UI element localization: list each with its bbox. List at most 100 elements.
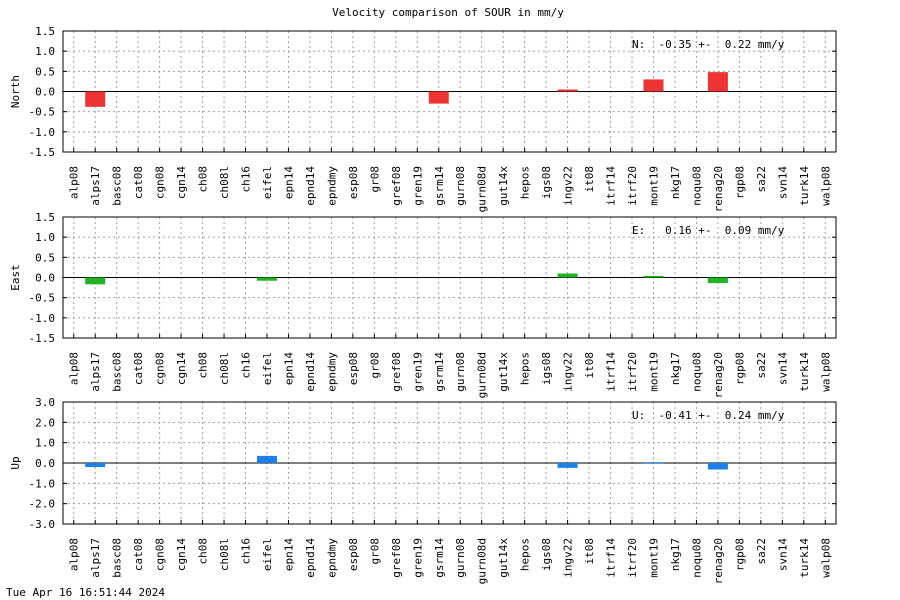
x-tick-label: svn14 [776,352,789,385]
x-tick-label: itrf20 [626,166,639,206]
x-tick-label: mont19 [647,352,660,392]
x-tick-label: hepos [519,166,532,199]
y-tick-label: -0.5 [29,292,56,305]
x-tick-label: mont19 [647,538,660,578]
x-tick-label: cgn14 [175,538,188,571]
x-tick-label: epndmy [325,352,338,392]
x-tick-label: gurn08d [476,166,489,212]
bar-renag20 [707,72,728,92]
x-tick-label: basc08 [111,166,124,206]
x-tick-label: gref08 [390,352,403,392]
x-tick-label: noqu08 [690,352,703,392]
x-tick-label: nkg17 [669,166,682,199]
y-tick-label: -2.0 [29,498,56,511]
x-tick-label: nkg17 [669,538,682,571]
x-tick-label: gurn08d [476,352,489,398]
x-tick-label: gurn08d [476,538,489,584]
x-tick-label: igs08 [540,166,553,199]
x-tick-label: esp08 [347,166,360,199]
x-tick-label: alps17 [89,538,102,578]
x-tick-label: basc08 [111,538,124,578]
x-tick-label: ch08l [218,166,231,199]
bar-alps17 [85,277,106,285]
x-tick-label: walp08 [819,538,832,578]
bar-ingv22 [557,463,578,468]
x-tick-label: itrf20 [626,352,639,392]
x-tick-label: ch08 [197,538,210,565]
x-tick-label: ch08l [218,352,231,385]
plot-frame [62,30,837,153]
bar-renag20 [707,463,728,470]
x-tick-label: ch16 [240,352,253,379]
x-tick-label: epn14 [282,538,295,571]
x-tick-label: gref08 [390,538,403,578]
bar-mont19 [643,275,664,278]
x-tick-label: ch08l [218,538,231,571]
x-tick-label: gref08 [390,166,403,206]
x-tick-label: epndmy [325,166,338,206]
x-tick-label: gren19 [411,538,424,578]
x-tick-label: hepos [519,538,532,571]
timestamp-footer: Tue Apr 16 16:51:44 2024 [6,586,165,599]
y-tick-label: -0.5 [29,106,56,119]
x-tick-label: alps17 [89,166,102,206]
y-tick-label: 2.0 [35,416,55,429]
x-tick-label: gren19 [411,352,424,392]
x-tick-label: rgp08 [733,538,746,571]
bar-eifel [256,455,277,463]
x-tick-label: turk14 [798,166,811,206]
x-tick-label: igs08 [540,538,553,571]
x-tick-label: ch16 [240,538,253,565]
x-tick-label: itrf14 [605,538,618,578]
x-tick-label: ch08 [197,166,210,193]
x-tick-label: gren19 [411,166,424,206]
x-tick-label: svn14 [776,166,789,199]
y-tick-label: 1.0 [35,437,55,450]
y-tick-label: 0.5 [35,251,55,264]
bar-renag20 [707,277,728,284]
y-tick-label: 1.5 [35,25,55,38]
y-tick-label: -1.0 [29,312,56,325]
x-tick-label: gr08 [368,166,381,193]
x-tick-label: alp08 [68,166,81,199]
x-tick-label: noqu08 [690,166,703,206]
x-tick-label: svn14 [776,538,789,571]
y-tick-label: -1.0 [29,126,56,139]
stat-annotation: U: -0.41 +- 0.24 mm/y [632,409,785,422]
x-tick-label: sa22 [755,538,768,565]
x-tick-label: alp08 [68,538,81,571]
x-tick-label: cat08 [132,538,145,571]
x-tick-label: gsrm14 [433,352,446,392]
y-tick-label: 0.0 [35,86,55,99]
x-tick-label: itrf14 [605,166,618,206]
x-tick-label: cgn14 [175,352,188,385]
x-tick-label: epndmy [325,538,338,578]
x-tick-label: cgn08 [154,352,167,385]
x-tick-label: gsrm14 [433,166,446,206]
bar-ingv22 [557,273,578,278]
panel-east: -1.5 -1.0 -0.5 0.0 0.5 1.0 1.5 alp08 alps17 basc0… [9,211,837,398]
x-tick-label: cat08 [132,352,145,385]
x-tick-label: ch08 [197,352,210,379]
x-tick-label: gr08 [368,538,381,565]
x-tick-label: gurn08 [454,166,467,206]
x-tick-label: alp08 [68,352,81,385]
y-tick-label: 1.0 [35,231,55,244]
x-tick-label: rgp08 [733,166,746,199]
x-tick-label: itrf20 [626,538,639,578]
x-tick-label: mont19 [647,166,660,206]
y-axis-label: Up [9,456,22,469]
x-tick-label: gr08 [368,352,381,379]
y-tick-label: -3.0 [29,518,56,531]
bar-mont19 [643,79,664,92]
x-tick-label: epnd14 [304,352,317,392]
x-tick-label: epn14 [282,352,295,385]
x-tick-label: gurn08 [454,538,467,578]
x-tick-label: cgn08 [154,538,167,571]
x-tick-label: nkg17 [669,352,682,385]
x-tick-label: gut14x [497,538,510,578]
x-tick-label: hepos [519,352,532,385]
x-tick-label: esp08 [347,538,360,571]
panel-north: -1.5 -1.0 -0.5 0.0 0.5 1.0 1.5 alp08 alps17 basc0… [9,25,837,212]
